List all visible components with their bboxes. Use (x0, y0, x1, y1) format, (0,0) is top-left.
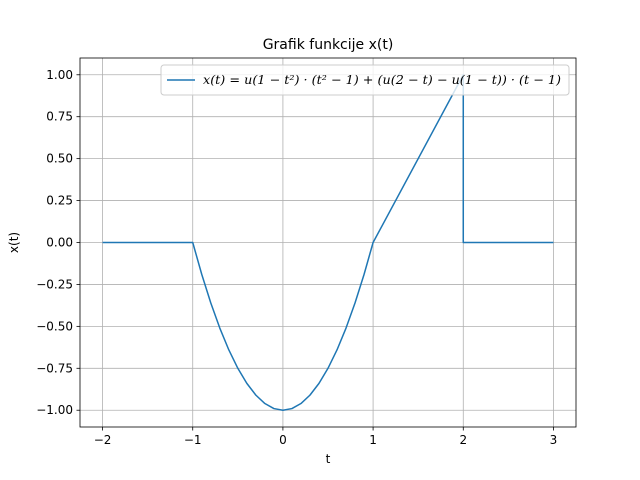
x-tick-label: 3 (550, 433, 558, 447)
y-tick-label: 1.00 (46, 68, 73, 82)
series-line (102, 74, 554, 411)
legend-entry-label: x(t) = u(1 − t²) · (t² − 1) + (u(2 − t) … (203, 73, 561, 87)
chart-title: Grafik funkcije x(t) (263, 37, 394, 53)
x-tick-label: −2 (94, 433, 112, 447)
y-tick-label: 0.50 (46, 152, 73, 166)
x-tick-label: 2 (459, 433, 467, 447)
y-tick-label: −0.25 (36, 277, 73, 291)
legend-box (160, 64, 570, 96)
legend: x(t) = u(1 − t²) · (t² − 1) + (u(2 − t) … (160, 64, 570, 96)
y-tick-label: −0.50 (36, 319, 73, 333)
y-axis-label: x(t) (7, 232, 21, 253)
x-ticks: −2 −1 0 1 2 3 (94, 427, 558, 447)
x-axis-label: t (326, 452, 331, 466)
x-tick-label: 0 (279, 433, 287, 447)
y-tick-label: 0.25 (46, 194, 73, 208)
series-group (102, 74, 554, 411)
y-tick-label: −1.00 (36, 403, 73, 417)
y-tick-label: 0.75 (46, 110, 73, 124)
x-tick-label: 1 (369, 433, 377, 447)
y-tick-label: −0.75 (36, 361, 73, 375)
y-ticks: −1.00 −0.75 −0.50 −0.25 0.00 0.25 0.50 0.75 1.00 (36, 68, 80, 417)
x-tick-label: −1 (184, 433, 202, 447)
y-tick-label: 0.00 (46, 236, 73, 250)
